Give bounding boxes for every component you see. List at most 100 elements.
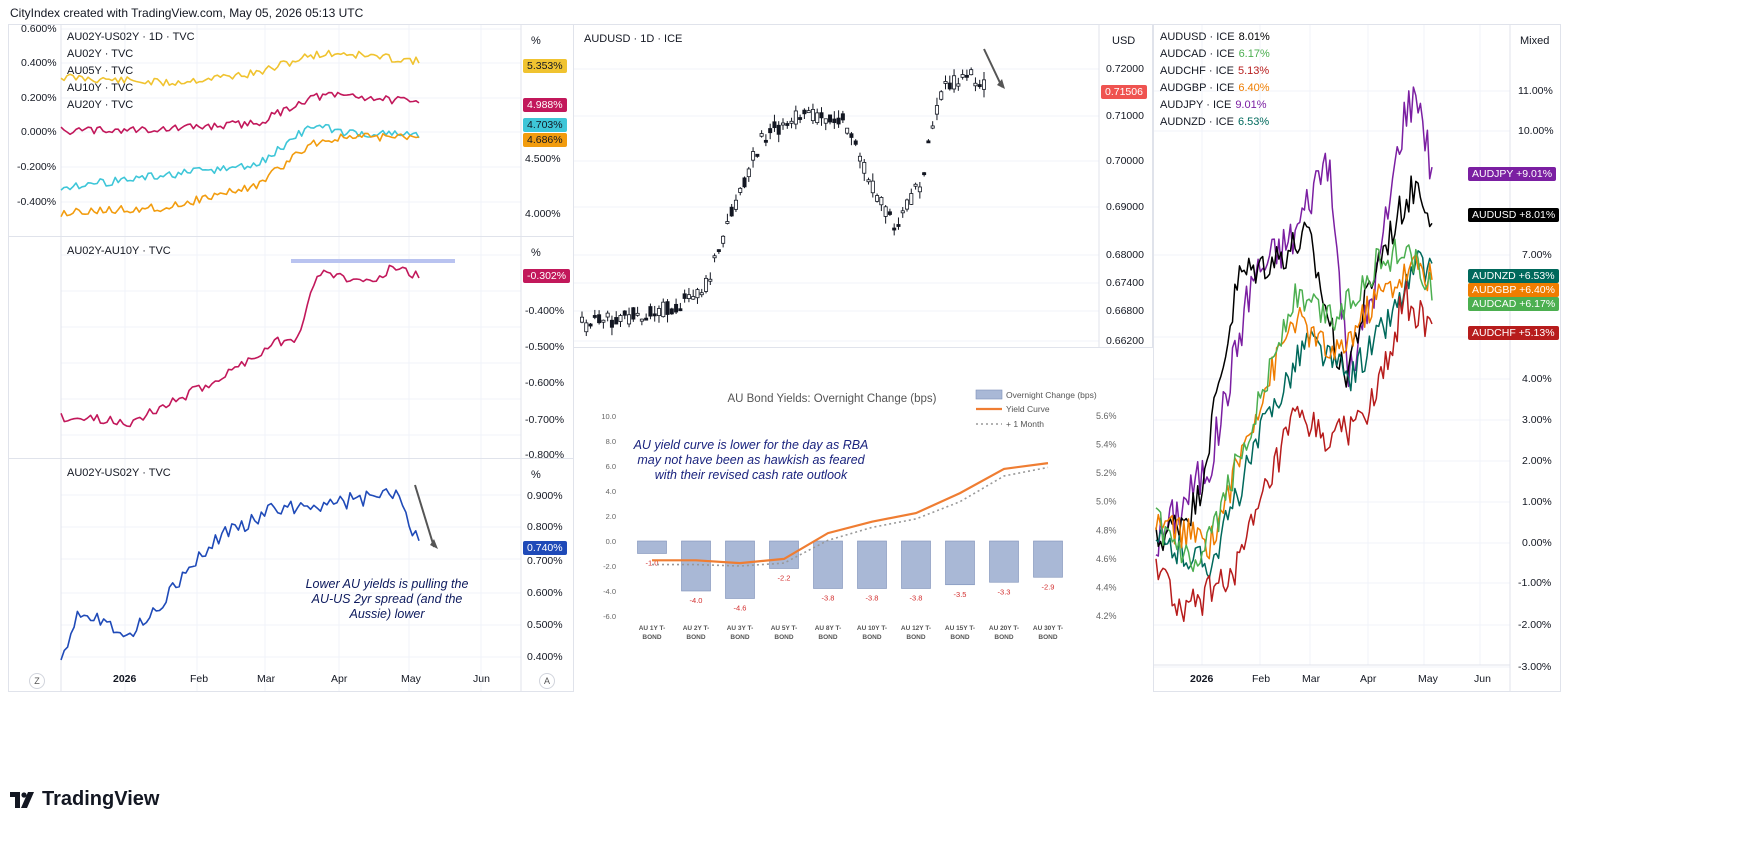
right-tick: -0.600% xyxy=(525,377,565,389)
tradingview-logo-icon xyxy=(10,791,34,808)
right-tick: 7.00% xyxy=(1522,249,1552,261)
spread-2s10s-panel[interactable]: AU02Y-AU10Y · TVC % -0.302% -0.400% -0.5… xyxy=(8,236,574,461)
candle-body xyxy=(733,199,738,210)
data-label: -3.5 xyxy=(954,590,967,599)
price-badge: 5.353% xyxy=(523,59,567,73)
timezone-button[interactable]: Z xyxy=(29,673,45,689)
right-tick: 4.000% xyxy=(525,208,561,220)
bar xyxy=(681,540,711,592)
candle-body xyxy=(716,249,721,253)
candle-body xyxy=(776,124,781,135)
auto-scale-button[interactable]: A xyxy=(539,673,555,689)
y-tick-right: 4.6% xyxy=(1096,554,1117,564)
left-tick: 0.000% xyxy=(21,126,57,138)
series-yield-curve xyxy=(652,462,1049,565)
candle-body xyxy=(913,183,918,187)
x-tick: BOND xyxy=(950,634,969,641)
candle-body xyxy=(789,120,794,124)
price-badge: -0.302% xyxy=(523,269,571,283)
au-us-spread-panel[interactable]: AU02Y-US02Y · TVC % 0.900% 0.800% 0.740%… xyxy=(8,458,574,692)
aud-crosses-chart xyxy=(1154,25,1511,691)
x-tick: May xyxy=(401,673,421,685)
candle-body xyxy=(605,312,610,318)
candle-body xyxy=(592,315,597,318)
chart-credit: CityIndex created with TradingView.com, … xyxy=(10,6,364,20)
audusd-panel[interactable]: AUDUSD · 1D · ICE USD 0.72000 0.71506 0.… xyxy=(573,24,1153,348)
candle-body xyxy=(755,153,760,157)
y-tick-left: -2.0 xyxy=(603,562,616,571)
candle-body xyxy=(751,151,756,161)
candle-body xyxy=(828,114,833,123)
candle-body xyxy=(639,318,644,322)
trend-arrow xyxy=(414,484,435,548)
candle-body xyxy=(947,82,952,90)
cross-badge: AUDGBP +6.40% xyxy=(1468,283,1559,297)
trend-arrow-head xyxy=(997,79,1005,89)
right-tick: 0.70000 xyxy=(1106,155,1144,167)
candle-body xyxy=(964,74,969,78)
series-audcad xyxy=(1155,238,1433,573)
x-tick: Apr xyxy=(1360,673,1377,685)
x-tick: AU 30Y T- xyxy=(1033,625,1063,632)
bar-chart-note: AU yield curve is lower for the day as R… xyxy=(633,438,869,482)
candle-body xyxy=(887,211,892,215)
candle-body xyxy=(870,180,875,194)
data-label: -3.3 xyxy=(998,587,1011,596)
series-au05y xyxy=(60,123,420,191)
candle-body xyxy=(849,133,854,138)
series-plus-1-month xyxy=(652,466,1049,567)
right-tick: 10.00% xyxy=(1518,125,1554,137)
y-tick-right: 4.4% xyxy=(1096,582,1117,592)
candle-body xyxy=(678,308,683,312)
candle-body xyxy=(704,277,709,292)
yields-panel[interactable]: AU02Y-US02Y · 1D · TVC AU02Y · TVC AU05Y… xyxy=(8,23,574,238)
candle-body xyxy=(699,292,704,296)
x-tick: AU 8Y T- xyxy=(815,625,842,632)
aud-crosses-panel[interactable]: AUDUSD · ICE 8.01% AUDCAD · ICE 6.17% AUDC… xyxy=(1153,24,1561,692)
trend-arrow-head xyxy=(430,539,438,549)
candle-body xyxy=(652,313,657,317)
left-tick: 0.200% xyxy=(21,92,57,104)
candle-body xyxy=(627,314,632,325)
crosses-legend: AUDUSD · ICE 8.01% AUDCAD · ICE 6.17% AUDC… xyxy=(1160,29,1270,131)
candle-body xyxy=(823,118,828,124)
right-tick: 2.00% xyxy=(1522,455,1552,467)
legend-label: Overnight Change (bps) xyxy=(1006,390,1097,400)
bar xyxy=(1033,540,1063,578)
data-label: -3.8 xyxy=(910,594,923,603)
candle-body xyxy=(674,303,679,313)
candle-body xyxy=(981,79,986,90)
data-label: -2.9 xyxy=(1042,582,1055,591)
spread-2s10s-legend: AU02Y-AU10Y · TVC xyxy=(67,245,171,257)
candle-body xyxy=(845,127,850,134)
candle-body xyxy=(609,319,614,328)
candle-body xyxy=(793,110,798,125)
right-tick: 0.68000 xyxy=(1106,249,1144,261)
x-tick: 2026 xyxy=(113,673,137,685)
scale-mode-button[interactable]: Mixed xyxy=(1520,35,1550,47)
candle-body xyxy=(909,193,914,205)
legend-item: AUDGBP · ICE 6.40% xyxy=(1160,82,1270,94)
left-tick: 0.600% xyxy=(21,23,57,35)
right-tick: 0.71000 xyxy=(1106,110,1144,122)
candle-body xyxy=(738,187,743,193)
candle-body xyxy=(939,91,944,100)
bar xyxy=(901,540,931,589)
candle-body xyxy=(759,133,764,137)
candle-body xyxy=(691,296,696,300)
unit-label: USD xyxy=(1112,35,1136,47)
candle-body xyxy=(956,83,961,87)
y-tick-left: 10.0 xyxy=(601,412,616,421)
data-label: -3.8 xyxy=(866,594,879,603)
series-audusd xyxy=(1155,175,1433,552)
candle-body xyxy=(943,81,948,84)
bar xyxy=(769,540,799,569)
cross-badge: AUDNZD +6.53% xyxy=(1468,269,1559,283)
y-tick-left: 2.0 xyxy=(606,512,616,521)
x-tick: BOND xyxy=(994,634,1013,641)
data-label: -1.0 xyxy=(646,559,659,568)
x-tick: Jun xyxy=(473,673,490,685)
candle-body xyxy=(746,168,751,178)
candle-body xyxy=(763,139,768,143)
price-badge: 4.703% xyxy=(523,118,567,132)
